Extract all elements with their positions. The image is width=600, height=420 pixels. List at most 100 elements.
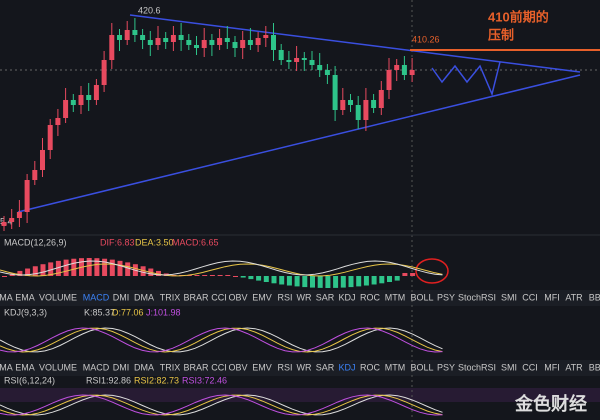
- indicator-tab[interactable]: ATR: [565, 292, 583, 302]
- rsi-line: [0, 394, 443, 416]
- indicator-tab[interactable]: SAR: [316, 362, 335, 372]
- indicator-tab[interactable]: BBI: [589, 292, 600, 302]
- indicator-tab[interactable]: BOLL: [410, 362, 433, 372]
- indicator-tab[interactable]: MACD: [83, 292, 110, 302]
- macd-title: MACD(12,26,9): [4, 237, 67, 247]
- kdj-k: K:85.37: [84, 307, 115, 317]
- macd-bar: [209, 275, 215, 276]
- indicator-tab[interactable]: EMV: [252, 362, 272, 372]
- candle: [117, 35, 122, 40]
- candle: [70, 100, 76, 105]
- indicator-tab[interactable]: DMI: [113, 362, 130, 372]
- indicator-tab[interactable]: MA: [0, 292, 13, 302]
- indicator-tab[interactable]: OBV: [228, 362, 247, 372]
- macd-bar: [325, 276, 331, 288]
- macd-bar: [17, 270, 23, 276]
- macd-bar: [225, 275, 231, 276]
- indicator-tab[interactable]: KDJ: [338, 362, 355, 372]
- indicator-tab[interactable]: StochRSI: [458, 292, 496, 302]
- macd-bar: [410, 273, 416, 276]
- indicator-tab[interactable]: TRIX: [160, 362, 181, 372]
- indicator-tab[interactable]: EMV: [252, 292, 272, 302]
- indicator-tab[interactable]: RSI: [277, 292, 292, 302]
- indicator-tab[interactable]: WR: [297, 362, 312, 372]
- indicator-tab[interactable]: OBV: [228, 292, 247, 302]
- indicator-tab[interactable]: BRAR: [183, 292, 209, 302]
- indicator-tab[interactable]: MFI: [544, 292, 560, 302]
- indicator-tab[interactable]: BRAR: [183, 362, 209, 372]
- kdj-line: [0, 327, 443, 353]
- indicator-tab[interactable]: VOLUME: [39, 292, 77, 302]
- macd-bar: [71, 258, 77, 276]
- indicator-tab[interactable]: MFI: [544, 362, 560, 372]
- indicator-tab[interactable]: CCI: [522, 292, 538, 302]
- candle: [155, 38, 161, 45]
- indicator-tab[interactable]: MTM: [385, 292, 406, 302]
- indicator-tab[interactable]: EMA: [15, 292, 35, 302]
- indicator-tab[interactable]: RSI: [277, 362, 292, 372]
- candle: [9, 218, 15, 222]
- indicator-tab[interactable]: MTM: [385, 362, 406, 372]
- kdj-line: [0, 327, 443, 353]
- macd-bar: [387, 276, 392, 282]
- candle: [324, 70, 330, 75]
- indicator-tab[interactable]: CCI: [211, 292, 227, 302]
- indicator-tab[interactable]: DMA: [134, 292, 154, 302]
- candle: [63, 100, 69, 118]
- indicator-tab[interactable]: SMI: [501, 292, 517, 302]
- macd-bar: [117, 260, 123, 276]
- candle: [240, 40, 246, 48]
- candle: [286, 60, 292, 62]
- rsi-title: RSI(6,12,24): [4, 375, 55, 385]
- candle: [363, 100, 369, 120]
- candle: [255, 38, 261, 45]
- rsi-zone: [0, 388, 600, 402]
- candle: [55, 118, 61, 125]
- macd-bar: [256, 276, 262, 281]
- indicator-tab[interactable]: EMA: [15, 362, 35, 372]
- indicator-tab[interactable]: SAR: [316, 292, 335, 302]
- indicator-tab[interactable]: ATR: [565, 362, 583, 372]
- indicator-tab[interactable]: ROC: [360, 362, 381, 372]
- candle: [332, 75, 338, 110]
- macd-line: [0, 263, 443, 277]
- indicator-tab[interactable]: BBI: [589, 362, 600, 372]
- indicator-tab[interactable]: BOLL: [410, 292, 433, 302]
- macd-bar: [63, 259, 69, 276]
- indicator-tab[interactable]: PSY: [437, 292, 455, 302]
- candle: [394, 65, 400, 70]
- indicator-tab[interactable]: DMI: [113, 292, 130, 302]
- candle: [378, 90, 384, 108]
- candle: [263, 35, 269, 38]
- indicator-tab[interactable]: StochRSI: [458, 362, 496, 372]
- candle: [401, 65, 407, 75]
- macd-bar: [217, 275, 223, 276]
- candle: [16, 212, 22, 218]
- macd-bar: [94, 258, 100, 276]
- candle: [101, 60, 107, 85]
- indicator-tab[interactable]: CCI: [522, 362, 538, 372]
- indicator-tab[interactable]: KDJ: [338, 292, 355, 302]
- candle: [217, 38, 223, 45]
- macd-bar: [363, 276, 369, 286]
- candle: [301, 58, 307, 60]
- indicator-tab[interactable]: ROC: [360, 292, 381, 302]
- indicator-tab[interactable]: VOLUME: [39, 362, 77, 372]
- indicator-tab[interactable]: MA: [0, 362, 13, 372]
- indicator-tab[interactable]: MACD: [83, 362, 110, 372]
- indicator-tab[interactable]: CCI: [211, 362, 227, 372]
- macd-bar: [109, 259, 115, 276]
- macd-bar: [356, 276, 362, 287]
- highlight-circle: [415, 258, 449, 284]
- macd-value: MACD:6.65: [172, 237, 219, 247]
- macd-bar: [263, 276, 269, 282]
- indicator-tab[interactable]: DMA: [134, 362, 154, 372]
- indicator-tab[interactable]: WR: [297, 292, 312, 302]
- indicator-tab[interactable]: PSY: [437, 362, 455, 372]
- candle: [147, 40, 153, 45]
- indicator-tab[interactable]: SMI: [501, 362, 517, 372]
- kdj-title: KDJ(9,3,3): [4, 307, 47, 317]
- indicator-tab[interactable]: TRIX: [160, 292, 181, 302]
- macd-bar: [240, 276, 246, 278]
